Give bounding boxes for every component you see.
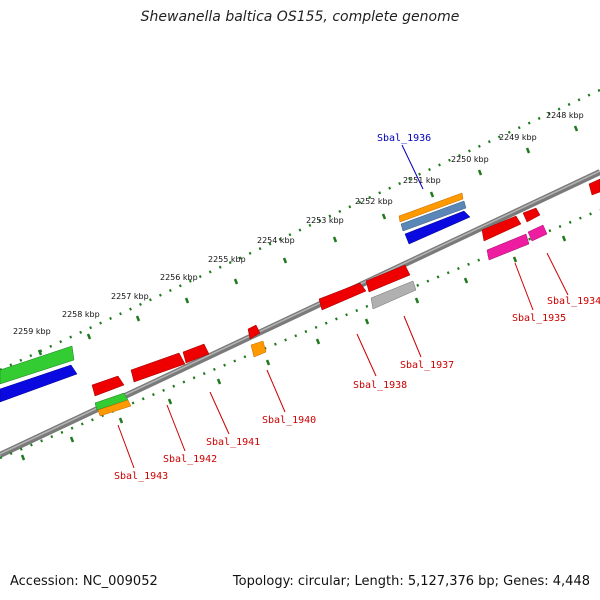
label-sbal-1934[interactable]: Sbal_1934 [547,296,600,307]
kbp-label-2254: 2254 kbp [257,236,295,245]
kbp-label-2248: 2248 kbp [546,111,584,120]
kbp-label-2255: 2255 kbp [208,255,246,264]
gene-1940-red[interactable] [247,324,261,340]
gene-1937-red[interactable] [365,264,411,293]
gene-right-edge[interactable] [588,178,600,196]
gene-left-green[interactable] [0,345,75,385]
label-sbal-1943[interactable]: Sbal_1943 [114,471,168,482]
upper-scale-ticks [37,125,579,356]
gene-1943-orange[interactable] [97,399,132,417]
gene-left-blue[interactable] [0,364,78,403]
lower-scale-ticks [20,235,567,461]
gene-1936-orange[interactable] [398,192,464,223]
kbp-label-2249: 2249 kbp [499,133,537,142]
label-sbal-1937[interactable]: Sbal_1937 [400,360,454,371]
gene-1935-pink[interactable] [486,233,530,261]
map-title: Shewanella baltica OS155, complete genom… [140,9,460,25]
gene-1941-red[interactable] [182,343,210,364]
kbp-label-2258: 2258 kbp [62,310,100,319]
accession-text: Accession: NC_009052 [10,574,158,589]
kbp-label-2251: 2251 kbp [403,176,441,185]
gene-1934-pink[interactable] [527,224,548,242]
kbp-label-2257: 2257 kbp [111,292,149,301]
upper-scale-dots [0,88,600,372]
gene-1940-orange[interactable] [250,340,267,358]
kbp-label-2256: 2256 kbp [160,273,198,282]
genome-stats-text: Topology: circular; Length: 5,127,376 bp… [232,574,590,589]
label-sbal-1936[interactable]: Sbal_1936 [377,133,431,144]
label-sbal-1938[interactable]: Sbal_1938 [353,380,407,391]
kbp-label-2252: 2252 kbp [355,197,393,206]
gene-1942-red[interactable] [130,352,186,383]
kbp-label-2250: 2250 kbp [451,155,489,164]
gene-1934-red[interactable] [522,207,541,223]
gene-1935-red[interactable] [481,215,522,242]
gene-1943-red[interactable] [91,375,125,397]
gene-1937-gray[interactable] [370,280,417,310]
kbp-label-2253: 2253 kbp [306,216,344,225]
label-sbal-1941[interactable]: Sbal_1941 [206,437,260,448]
label-sbal-1935[interactable]: Sbal_1935 [512,313,566,324]
gene-1936-steel[interactable] [400,200,467,232]
leader-lines [117,144,569,469]
label-sbal-1940[interactable]: Sbal_1940 [262,415,316,426]
gene-1936-blue[interactable] [404,210,471,245]
label-sbal-1942[interactable]: Sbal_1942 [163,454,217,465]
gene-1938-red[interactable] [318,282,367,311]
kbp-label-2259: 2259 kbp [13,327,51,336]
